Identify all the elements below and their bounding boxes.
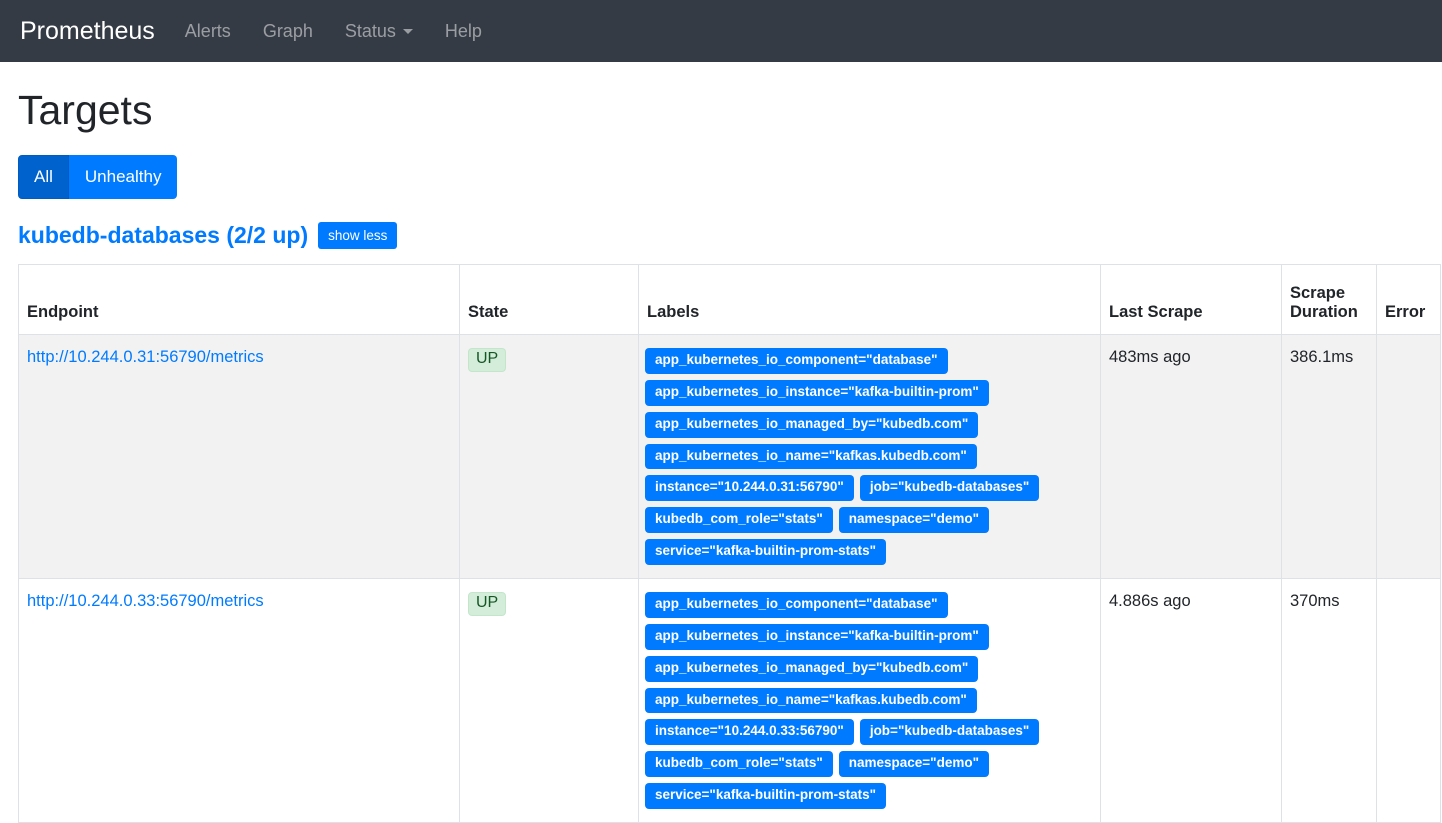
scrape-duration-cell: 386.1ms [1281,334,1377,579]
scrape-duration-cell: 370ms [1281,578,1377,823]
label-badge: kubedb_com_role="stats" [645,507,833,534]
filter-all-button[interactable]: All [18,155,69,200]
labels-cell: app_kubernetes_io_component="database"ap… [638,334,1101,579]
endpoint-cell: http://10.244.0.31:56790/metrics [18,334,460,579]
col-header-scrape-duration: Scrape Duration [1281,264,1377,336]
last-scrape-cell: 4.886s ago [1100,578,1282,823]
endpoint-link[interactable]: http://10.244.0.31:56790/metrics [27,348,264,367]
endpoint-cell: http://10.244.0.33:56790/metrics [18,578,460,823]
label-badge: app_kubernetes_io_instance="kafka-builti… [645,623,989,650]
show-less-button[interactable]: show less [318,222,398,250]
label-badge: app_kubernetes_io_component="database" [645,348,948,374]
label-badge: service="kafka-builtin-prom-stats" [645,783,886,809]
label-badge: app_kubernetes_io_name="kafkas.kubedb.co… [645,443,977,470]
label-badge: instance="10.244.0.33:56790" [645,719,854,746]
label-badge: service="kafka-builtin-prom-stats" [645,539,886,565]
state-cell: UP [459,578,639,823]
state-cell: UP [459,334,639,579]
targets-table-head: Endpoint State Labels Last Scrape Scrape… [18,264,1441,336]
label-badge: app_kubernetes_io_managed_by="kubedb.com… [645,655,979,682]
table-row: http://10.244.0.31:56790/metrics UP app_… [18,334,1441,579]
labels-container: app_kubernetes_io_component="database"ap… [645,592,1093,809]
label-badge: namespace="demo" [838,507,989,534]
col-header-endpoint: Endpoint [18,264,460,336]
labels-cell: app_kubernetes_io_component="database"ap… [638,578,1101,823]
endpoint-link[interactable]: http://10.244.0.33:56790/metrics [27,592,264,610]
target-filter-group: All Unhealthy [18,155,178,200]
job-title: kubedb-databases (2/2 up) [18,222,309,249]
nav-item-alerts[interactable]: Alerts [184,20,231,41]
nav-item-status[interactable]: Status [329,21,429,42]
page-title: Targets [18,87,153,133]
main-content: Targets All Unhealthy kubedb-databases (… [0,87,1442,823]
label-badge: namespace="demo" [838,751,989,778]
state-badge: UP [468,348,507,373]
label-badge: app_kubernetes_io_component="database" [645,592,948,618]
nav-item-status-label: Status [344,20,396,41]
label-badge: app_kubernetes_io_managed_by="kubedb.com… [645,411,979,438]
error-cell [1376,334,1441,579]
error-cell [1376,578,1441,823]
labels-container: app_kubernetes_io_component="database"ap… [645,348,1093,565]
top-navbar: Prometheus Alerts Graph Status Help [0,0,1442,62]
table-row: http://10.244.0.33:56790/metrics UP app_… [18,578,1441,823]
label-badge: app_kubernetes_io_name="kafkas.kubedb.co… [645,687,977,714]
nav-item-help[interactable]: Help [444,20,482,41]
label-badge: app_kubernetes_io_instance="kafka-builti… [645,379,989,406]
label-badge: job="kubedb-databases" [859,475,1040,502]
col-header-error: Error [1376,264,1441,336]
col-header-labels: Labels [638,264,1101,336]
filter-unhealthy-button[interactable]: Unhealthy [68,155,178,200]
table-header-row: Endpoint State Labels Last Scrape Scrape… [18,264,1441,336]
job-header: kubedb-databases (2/2 up) show less [18,222,1442,250]
col-header-last-scrape: Last Scrape [1100,264,1282,336]
brand-link[interactable]: Prometheus [20,16,155,45]
label-badge: instance="10.244.0.31:56790" [645,475,854,502]
state-badge: UP [468,592,507,616]
label-badge: job="kubedb-databases" [859,719,1040,746]
col-header-state: State [459,264,639,336]
targets-table: Endpoint State Labels Last Scrape Scrape… [18,264,1441,823]
chevron-down-icon [402,29,413,35]
nav-item-graph[interactable]: Graph [262,20,313,41]
last-scrape-cell: 483ms ago [1100,334,1282,579]
label-badge: kubedb_com_role="stats" [645,751,833,778]
targets-table-body: http://10.244.0.31:56790/metrics UP app_… [18,334,1441,823]
